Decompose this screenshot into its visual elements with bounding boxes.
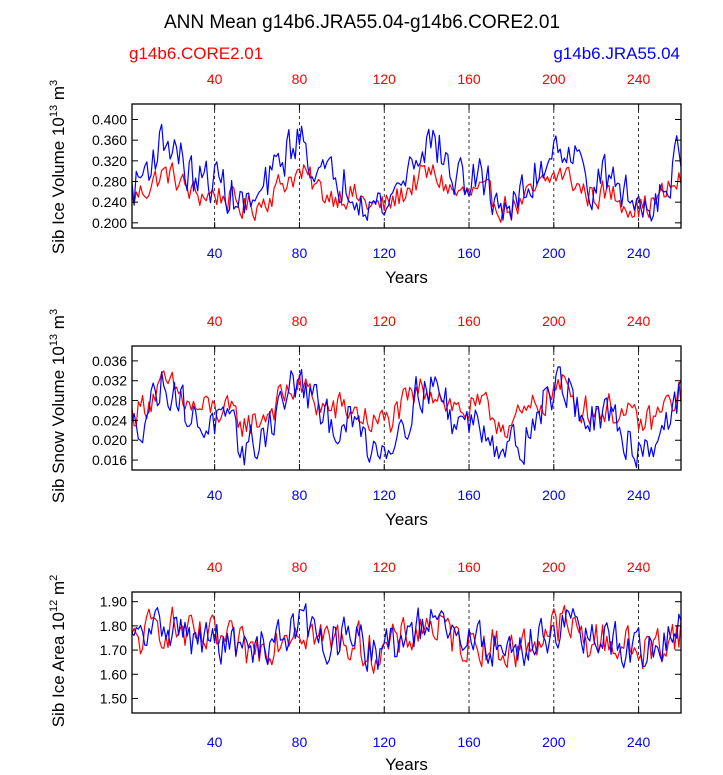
- xtick-label-top: 80: [292, 313, 308, 329]
- y-axis-label: Sib Ice Area 1012 m2: [48, 575, 68, 728]
- ytick-label: 0.020: [92, 432, 127, 448]
- xtick-label-top: 200: [542, 559, 566, 575]
- xtick-label-bottom: 80: [292, 487, 308, 503]
- xtick-label-bottom: 40: [207, 487, 223, 503]
- plot-frame: [131, 591, 682, 714]
- xtick-label-bottom: 80: [292, 245, 308, 261]
- xtick-label-bottom: 200: [542, 487, 566, 503]
- panel-1: 0.200 0.240 0.280 0.320 0.360 0.400 40 40 80 80 12…: [48, 71, 682, 287]
- ytick-label: 0.016: [92, 452, 127, 468]
- ytick-label: 0.032: [92, 373, 127, 389]
- xtick-label-bottom: 120: [373, 734, 397, 750]
- xtick-label-bottom: 200: [542, 734, 566, 750]
- xtick-label-bottom: 40: [207, 245, 223, 261]
- x-axis-label: Years: [385, 510, 428, 529]
- xtick-label-top: 160: [457, 559, 481, 575]
- ytick-label: 0.280: [92, 174, 127, 190]
- xtick-label-top: 120: [373, 71, 397, 87]
- xtick-label-top: 200: [542, 71, 566, 87]
- xtick-label-top: 120: [373, 313, 397, 329]
- ytick-label: 0.400: [92, 112, 127, 128]
- xtick-label-top: 160: [457, 71, 481, 87]
- xtick-label-top: 240: [627, 313, 651, 329]
- xtick-label-bottom: 160: [457, 734, 481, 750]
- ytick-label: 0.240: [92, 194, 127, 210]
- ytick-label: 0.200: [92, 215, 127, 231]
- xtick-label-bottom: 160: [457, 245, 481, 261]
- x-axis-label: Years: [385, 268, 428, 287]
- ytick-label: 1.90: [100, 594, 127, 610]
- ytick-label: 1.70: [100, 642, 127, 658]
- xtick-label-bottom: 160: [457, 487, 481, 503]
- ytick-label: 0.320: [92, 153, 127, 169]
- xtick-label-top: 240: [627, 559, 651, 575]
- xtick-label-top: 120: [373, 559, 397, 575]
- y-axis-label: Sib Snow Volume 1013 m3: [48, 309, 68, 503]
- xtick-label-bottom: 200: [542, 245, 566, 261]
- ytick-label: 0.036: [92, 353, 127, 369]
- xtick-label-top: 80: [292, 559, 308, 575]
- plot-frame: [131, 103, 682, 229]
- series-line-core: [132, 162, 681, 223]
- xtick-label-bottom: 40: [207, 734, 223, 750]
- xtick-label-top: 40: [207, 71, 223, 87]
- chart-title: ANN Mean g14b6.JRA55.04-g14b6.CORE2.01: [164, 12, 560, 33]
- x-axis-label: Years: [385, 755, 428, 774]
- xtick-label-top: 40: [207, 313, 223, 329]
- xtick-label-bottom: 240: [627, 245, 651, 261]
- xtick-label-top: 80: [292, 71, 308, 87]
- panel-3: 1.50 1.60 1.70 1.80 1.90 40 40 80 80 120 120 160 160…: [48, 559, 682, 774]
- xtick-label-top: 200: [542, 313, 566, 329]
- xtick-label-top: 240: [627, 71, 651, 87]
- ytick-label: 1.80: [100, 618, 127, 634]
- series-line-jra: [132, 366, 681, 469]
- xtick-label-bottom: 80: [292, 734, 308, 750]
- legend-core: g14b6.CORE2.01: [129, 44, 263, 63]
- xtick-label-bottom: 240: [627, 487, 651, 503]
- xtick-label-top: 40: [207, 559, 223, 575]
- xtick-label-bottom: 120: [373, 245, 397, 261]
- ytick-label: 0.028: [92, 393, 127, 409]
- xtick-label-top: 160: [457, 313, 481, 329]
- xtick-label-bottom: 240: [627, 734, 651, 750]
- ytick-label: 1.60: [100, 666, 127, 682]
- panel-2: 0.016 0.020 0.024 0.028 0.032 0.036 40 40 80 80 12…: [48, 309, 682, 529]
- plot-frame: [131, 345, 682, 471]
- panels: 0.200 0.240 0.280 0.320 0.360 0.400 40 40 80 80 12…: [48, 71, 682, 774]
- series-line-jra: [132, 603, 681, 672]
- xtick-label-bottom: 120: [373, 487, 397, 503]
- ytick-label: 1.50: [100, 690, 127, 706]
- legend-jra: g14b6.JRA55.04: [553, 44, 680, 63]
- series-line-jra: [132, 123, 681, 222]
- ytick-label: 0.024: [92, 412, 127, 428]
- ytick-label: 0.360: [92, 132, 127, 148]
- y-axis-label: Sib Ice Volume 1013 m3: [48, 80, 68, 254]
